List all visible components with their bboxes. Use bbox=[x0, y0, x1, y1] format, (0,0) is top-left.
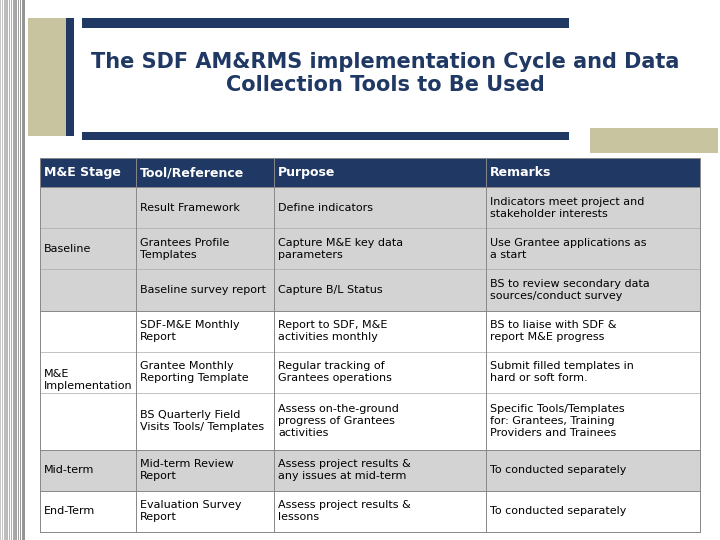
Text: M&E
Implementation: M&E Implementation bbox=[44, 369, 132, 392]
Text: Capture B/L Status: Capture B/L Status bbox=[279, 285, 383, 295]
Bar bbox=[82, 132, 569, 140]
Bar bbox=[20, 0, 21, 540]
Text: Report to SDF, M&E
activities monthly: Report to SDF, M&E activities monthly bbox=[279, 320, 387, 342]
Bar bbox=[4, 0, 5, 540]
Text: Define indicators: Define indicators bbox=[279, 202, 373, 213]
Text: M&E Stage: M&E Stage bbox=[44, 166, 121, 179]
Text: BS Quarterly Field
Visits Tools/ Templates: BS Quarterly Field Visits Tools/ Templat… bbox=[140, 410, 264, 432]
Text: To conducted separately: To conducted separately bbox=[490, 465, 626, 475]
Text: The SDF AM&RMS implementation Cycle and Data: The SDF AM&RMS implementation Cycle and … bbox=[91, 52, 679, 72]
Text: Indicators meet project and
stakeholder interests: Indicators meet project and stakeholder … bbox=[490, 197, 644, 219]
Text: Use Grantee applications as
a start: Use Grantee applications as a start bbox=[490, 238, 646, 260]
Text: Purpose: Purpose bbox=[279, 166, 336, 179]
Bar bbox=[1, 0, 3, 540]
Bar bbox=[0, 0, 1, 540]
Text: BS to liaise with SDF &
report M&E progress: BS to liaise with SDF & report M&E progr… bbox=[490, 320, 616, 342]
Bar bbox=[18, 0, 19, 540]
Bar bbox=[11, 0, 12, 540]
Text: Evaluation Survey
Report: Evaluation Survey Report bbox=[140, 501, 241, 522]
Text: Grantees Profile
Templates: Grantees Profile Templates bbox=[140, 238, 229, 260]
Text: Baseline survey report: Baseline survey report bbox=[140, 285, 266, 295]
Bar bbox=[9, 0, 10, 540]
Text: Assess project results &
lessons: Assess project results & lessons bbox=[279, 501, 411, 522]
Text: Collection Tools to Be Used: Collection Tools to Be Used bbox=[225, 75, 544, 95]
Text: Capture M&E key data
parameters: Capture M&E key data parameters bbox=[279, 238, 403, 260]
Text: Regular tracking of
Grantees operations: Regular tracking of Grantees operations bbox=[279, 361, 392, 383]
Bar bbox=[66, 18, 74, 136]
Text: SDF-M&E Monthly
Report: SDF-M&E Monthly Report bbox=[140, 320, 239, 342]
Text: Assess on-the-ground
progress of Grantees
activities: Assess on-the-ground progress of Grantee… bbox=[279, 404, 399, 438]
Text: Assess project results &
any issues at mid-term: Assess project results & any issues at m… bbox=[279, 460, 411, 481]
Text: Result Framework: Result Framework bbox=[140, 202, 240, 213]
Text: Baseline: Baseline bbox=[44, 244, 91, 254]
Bar bbox=[40, 491, 700, 532]
Text: Specific Tools/Templates
for: Grantees, Training
Providers and Trainees: Specific Tools/Templates for: Grantees, … bbox=[490, 404, 624, 438]
Bar bbox=[590, 128, 718, 153]
Bar bbox=[40, 310, 700, 450]
Bar bbox=[40, 158, 700, 187]
Bar bbox=[40, 187, 700, 310]
Bar bbox=[28, 18, 66, 136]
Text: Grantee Monthly
Reporting Template: Grantee Monthly Reporting Template bbox=[140, 361, 248, 383]
Text: Remarks: Remarks bbox=[490, 166, 551, 179]
Text: Mid-term: Mid-term bbox=[44, 465, 94, 475]
Bar bbox=[16, 0, 17, 540]
Bar bbox=[13, 0, 14, 540]
Text: To conducted separately: To conducted separately bbox=[490, 507, 626, 516]
Text: End-Term: End-Term bbox=[44, 507, 95, 516]
Bar bbox=[22, 0, 23, 540]
Text: Mid-term Review
Report: Mid-term Review Report bbox=[140, 460, 233, 481]
Text: BS to review secondary data
sources/conduct survey: BS to review secondary data sources/cond… bbox=[490, 279, 649, 301]
Bar bbox=[23, 0, 24, 540]
Bar bbox=[7, 0, 9, 540]
Bar bbox=[82, 18, 569, 28]
Text: Tool/Reference: Tool/Reference bbox=[140, 166, 244, 179]
Bar bbox=[14, 0, 16, 540]
Bar bbox=[40, 450, 700, 491]
Text: Submit filled templates in
hard or soft form.: Submit filled templates in hard or soft … bbox=[490, 361, 634, 383]
